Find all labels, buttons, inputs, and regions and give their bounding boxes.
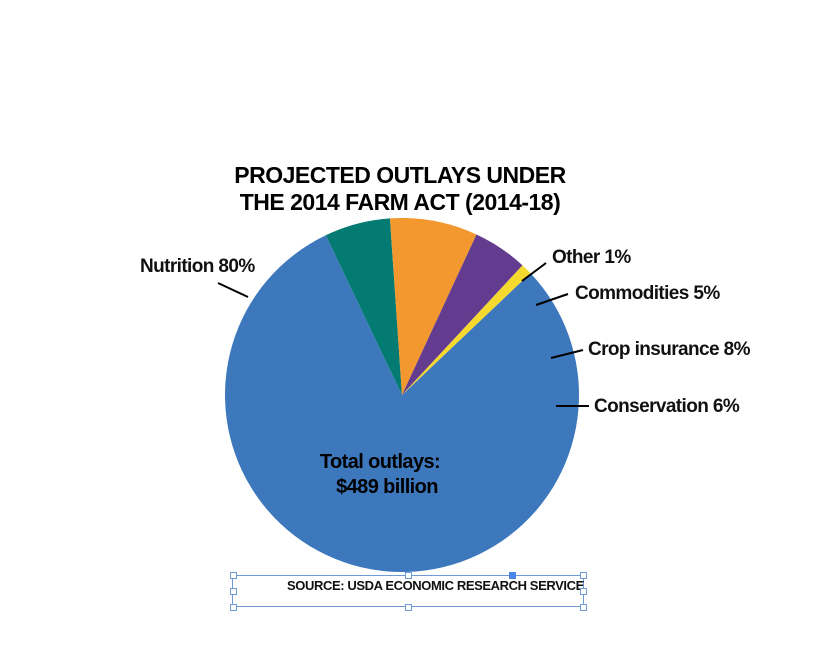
slice-label-crop-insurance: Crop insurance 8%: [588, 339, 751, 360]
slice-label-other: Other 1%: [552, 247, 631, 268]
chart-title-line-2: THE 2014 FARM ACT (2014-18): [239, 189, 561, 215]
pie-slices: [224, 217, 579, 572]
frame-handle-top-left[interactable]: [230, 572, 237, 579]
pie-slice-other: [402, 265, 531, 395]
slice-label-commodities: Commodities 5%: [575, 283, 720, 304]
frame-handle-bottom-middle[interactable]: [405, 604, 412, 611]
pie-slice-crop-insurance: [389, 217, 477, 395]
source-note: SOURCE: USDA ECONOMIC RESEARCH SERVICE: [287, 578, 584, 593]
total-label-line-2: $489 billion: [336, 476, 438, 498]
frame-handle-bottom-left[interactable]: [230, 604, 237, 611]
leader-line-nutrition: [217, 282, 249, 298]
leader-line-commodities: [535, 293, 569, 306]
leader-line-other: [521, 262, 547, 282]
frame-handle-middle-left[interactable]: [230, 588, 237, 595]
slice-label-conservation: Conservation 6%: [594, 396, 740, 417]
pie-slice-conservation: [325, 218, 402, 395]
leader-lines: [217, 262, 589, 407]
frame-handle-top-right[interactable]: [580, 572, 587, 579]
slice-labels: Nutrition 80% Conservation 6% Crop insuran…: [140, 247, 751, 417]
frame-handle-top-selected[interactable]: [509, 572, 516, 579]
frame-handle-bottom-right[interactable]: [580, 604, 587, 611]
total-label-line-1: Total outlays:: [320, 451, 440, 473]
slice-label-nutrition: Nutrition 80%: [140, 256, 255, 277]
leader-line-crop-insurance: [550, 349, 584, 359]
pie-slice-commodities: [402, 234, 523, 395]
frame-handle-middle-right[interactable]: [580, 588, 587, 595]
pie-slice-nutrition: [224, 235, 579, 572]
chart-title-line-1: PROJECTED OUTLAYS UNDER: [234, 162, 566, 188]
frame-handle-top-middle[interactable]: [405, 572, 412, 579]
